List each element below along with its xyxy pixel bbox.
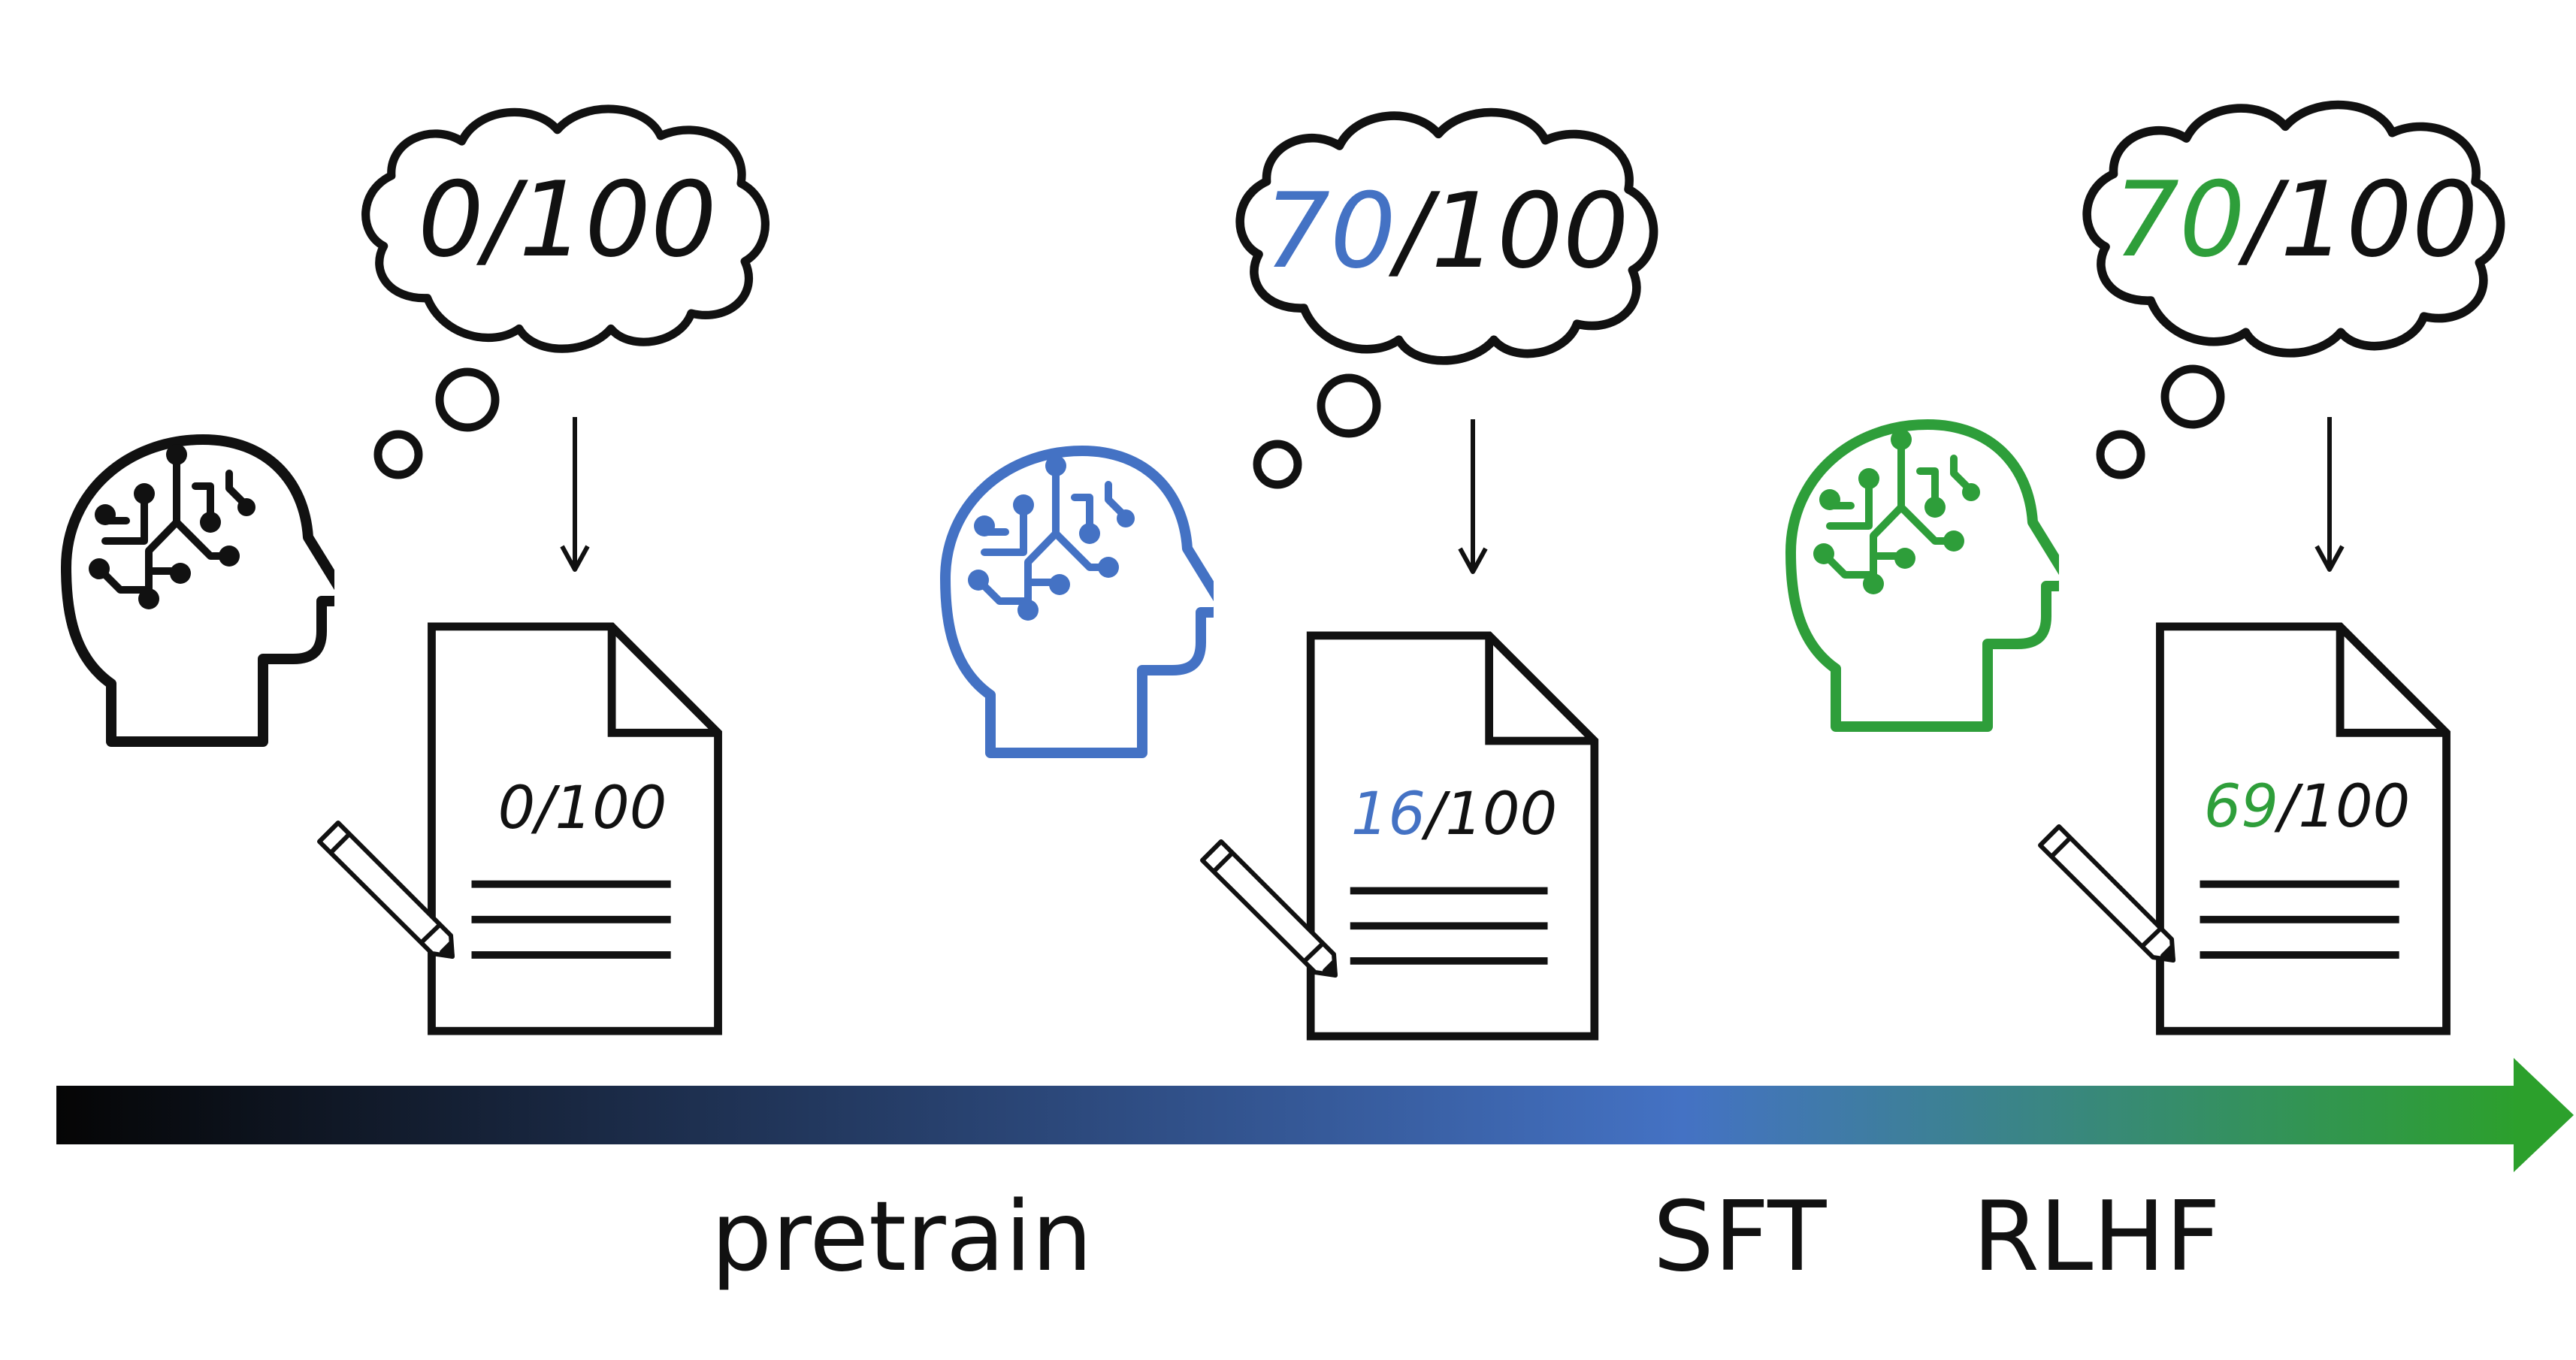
stage-sft-group: 70/100 16/100 <box>945 113 1654 1037</box>
doc-score-total: /100 <box>1421 781 1557 848</box>
pencil-icon <box>2040 827 2173 960</box>
doc-score-text: 69/100 <box>2204 773 2410 841</box>
doc-score-value: 16 <box>1351 781 1426 848</box>
cloud-score-total: /100 <box>476 159 717 280</box>
stage-label-sft: SFT <box>1653 1181 1828 1293</box>
doc-score-total: /100 <box>531 775 667 842</box>
thought-bubble-small-icon <box>1257 378 1377 485</box>
brain-circuit-head-icon <box>945 451 1220 753</box>
timeline-arrow-icon <box>56 1058 2574 1172</box>
stage-label-pretrain: pretrain <box>711 1181 1093 1293</box>
doc-score-total: /100 <box>2274 773 2410 841</box>
doc-score-value: 69 <box>2204 773 2278 841</box>
cloud-score-value: 70 <box>2113 159 2245 280</box>
brain-circuit-head-icon <box>66 440 341 742</box>
thought-bubble-small-icon <box>2100 369 2221 475</box>
cloud-score-total: /100 <box>2237 159 2478 280</box>
stage-pretrain-group: 0/100 0/100 <box>66 109 765 1031</box>
cloud-score-text: 70/100 <box>1264 171 1629 292</box>
thought-bubble-small-icon <box>378 372 495 475</box>
down-arrow-icon <box>2317 417 2342 570</box>
doc-score-text: 0/100 <box>498 775 667 842</box>
stage-label-rlhf: RLHF <box>1973 1181 2221 1293</box>
cloud-score-text: 0/100 <box>418 159 717 280</box>
cloud-score-total: /100 <box>1388 171 1629 292</box>
cloud-score-text: 70/100 <box>2113 159 2478 280</box>
stage-rlhf-group: 70/100 69/100 <box>1791 105 2501 1032</box>
doc-score-value: 0 <box>498 775 536 842</box>
brain-circuit-head-icon <box>1791 425 2066 727</box>
cloud-score-value: 0 <box>418 159 484 280</box>
cloud-score-value: 70 <box>1264 171 1396 292</box>
down-arrow-icon <box>1460 419 1486 572</box>
doc-score-text: 16/100 <box>1351 781 1557 848</box>
down-arrow-icon <box>562 417 588 570</box>
